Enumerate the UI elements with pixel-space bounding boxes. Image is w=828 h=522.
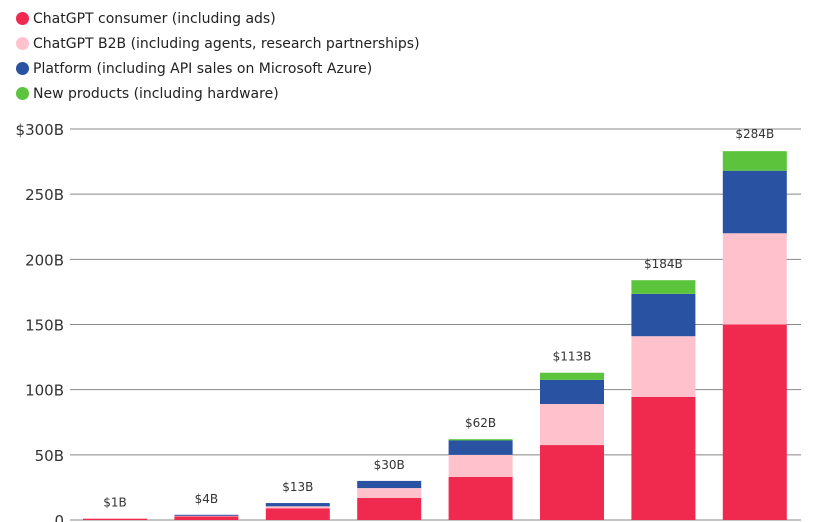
data-label: $184B [644, 257, 683, 271]
legend-item: New products (including hardware) [16, 81, 420, 106]
bar-segment [540, 372, 604, 380]
data-label: $1B [103, 496, 127, 510]
legend-item: Platform (including API sales on Microso… [16, 56, 420, 81]
data-label: $4B [195, 492, 219, 506]
bar-segment [631, 293, 696, 337]
legend-label: ChatGPT B2B (including agents, research … [33, 35, 420, 52]
legend-swatch [16, 37, 29, 50]
data-label: $62B [465, 416, 496, 430]
legend-swatch [16, 12, 29, 25]
bar-segment [83, 518, 147, 520]
data-label: $113B [553, 350, 592, 364]
bar-segment [631, 396, 696, 520]
bar-segment [722, 324, 787, 520]
bar-segment [174, 514, 239, 516]
y-tick-label: 100B [25, 382, 64, 400]
y-tick-label: 150B [25, 317, 64, 335]
legend-item: ChatGPT consumer (including ads) [16, 6, 420, 31]
bar-segment [357, 497, 422, 520]
bar-segment [722, 170, 787, 234]
bar-segment [265, 508, 330, 520]
bar-segment [265, 506, 330, 509]
y-tick-label: $300B [16, 121, 64, 139]
bar-segment [448, 454, 513, 477]
bar-segment [540, 379, 604, 405]
bar-segment [357, 480, 422, 489]
y-tick-label: 0 [54, 512, 64, 522]
bar-segment [357, 488, 422, 498]
legend-label: ChatGPT consumer (including ads) [33, 10, 276, 27]
bar-segment [448, 476, 513, 520]
bar-segment [631, 336, 696, 397]
bar-segment [174, 516, 239, 520]
legend-swatch [16, 62, 29, 75]
legend-label: Platform (including API sales on Microso… [33, 60, 373, 77]
legend-item: ChatGPT B2B (including agents, research … [16, 31, 420, 56]
bar-segment [540, 445, 604, 520]
bar-segment [722, 233, 787, 325]
data-label: $284B [735, 127, 774, 141]
bar-segment [540, 404, 604, 446]
y-tick-label: 250B [25, 186, 64, 204]
legend-label: New products (including hardware) [33, 85, 279, 102]
bar-segment [722, 151, 787, 171]
bar-segment [631, 280, 696, 294]
bar-segment [448, 439, 513, 441]
y-tick-label: 50B [35, 447, 64, 465]
legend-swatch [16, 87, 29, 100]
y-tick-label: 200B [25, 251, 64, 269]
bar-segment [174, 515, 239, 517]
data-label: $30B [374, 458, 405, 472]
legend: ChatGPT consumer (including ads) ChatGPT … [16, 6, 420, 106]
bar-segment [265, 503, 330, 507]
data-label: $13B [282, 480, 313, 494]
bar-segment [448, 440, 513, 455]
